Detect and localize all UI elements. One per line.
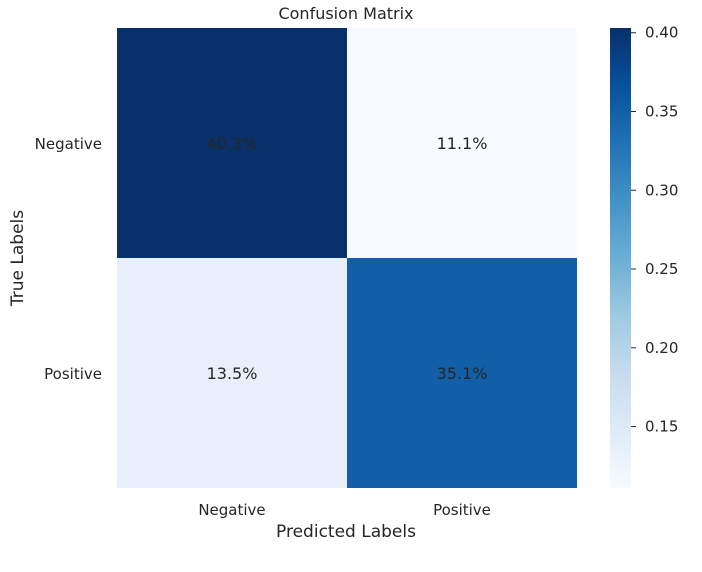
y-axis-title: True Labels	[8, 210, 28, 307]
colorbar-ticks: 0.15 0.20 0.25 0.30 0.35 0.40	[631, 24, 678, 436]
colorbar-tick-label: 0.20	[645, 339, 678, 357]
heatmap-cell-labels: 40.3% 11.1% 13.5% 35.1%	[207, 134, 488, 383]
heatmap-cell	[347, 28, 577, 258]
heatmap-cell	[347, 258, 577, 488]
x-tick-label: Positive	[433, 501, 491, 519]
heatmap-cell	[117, 258, 347, 488]
y-tick-label: Positive	[44, 365, 102, 383]
colorbar-tick-label: 0.40	[645, 24, 678, 42]
chart-title: Confusion Matrix	[278, 4, 413, 23]
y-tick-label: Negative	[35, 135, 102, 153]
cell-value-label: 40.3%	[207, 134, 258, 153]
cell-value-label: 35.1%	[437, 364, 488, 383]
heatmap-cells	[117, 28, 577, 488]
colorbar-tick-label: 0.25	[645, 260, 678, 278]
colorbar-tick-label: 0.35	[645, 102, 678, 120]
cell-value-label: 13.5%	[207, 364, 258, 383]
colorbar	[610, 28, 631, 488]
heatmap-cell	[117, 28, 347, 258]
x-axis-title: Predicted Labels	[276, 522, 416, 542]
x-tick-label: Negative	[198, 501, 265, 519]
x-axis-ticks: Negative Positive	[198, 501, 491, 519]
y-axis-ticks: Negative Positive	[35, 135, 102, 383]
colorbar-tick-label: 0.30	[645, 181, 678, 199]
cell-value-label: 11.1%	[437, 134, 488, 153]
colorbar-tick-label: 0.15	[645, 418, 678, 436]
